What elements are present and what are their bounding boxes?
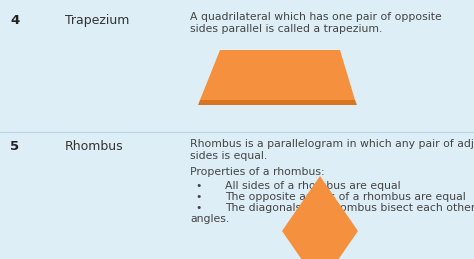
Text: •: •: [195, 192, 201, 202]
Polygon shape: [200, 50, 355, 100]
Polygon shape: [282, 176, 358, 259]
Text: Rhombus is a parallelogram in which any pair of adjacent: Rhombus is a parallelogram in which any …: [190, 139, 474, 149]
Text: Rhombus: Rhombus: [65, 140, 124, 153]
Text: The opposite angles of a rhombus are equal: The opposite angles of a rhombus are equ…: [225, 192, 466, 202]
Text: sides is equal.: sides is equal.: [190, 151, 267, 161]
Text: The diagonals of a rhombus bisect each other at right: The diagonals of a rhombus bisect each o…: [225, 203, 474, 213]
Polygon shape: [198, 100, 357, 105]
Text: sides parallel is called a trapezium.: sides parallel is called a trapezium.: [190, 24, 383, 34]
Text: Properties of a rhombus:: Properties of a rhombus:: [190, 167, 325, 177]
Text: All sides of a rhombus are equal: All sides of a rhombus are equal: [225, 181, 401, 191]
Text: 5: 5: [10, 140, 19, 153]
Text: •: •: [195, 203, 201, 213]
Text: 4: 4: [10, 14, 19, 27]
Text: •: •: [195, 181, 201, 191]
Text: angles.: angles.: [190, 214, 229, 224]
Text: A quadrilateral which has one pair of opposite: A quadrilateral which has one pair of op…: [190, 12, 442, 22]
Text: Trapezium: Trapezium: [65, 14, 129, 27]
